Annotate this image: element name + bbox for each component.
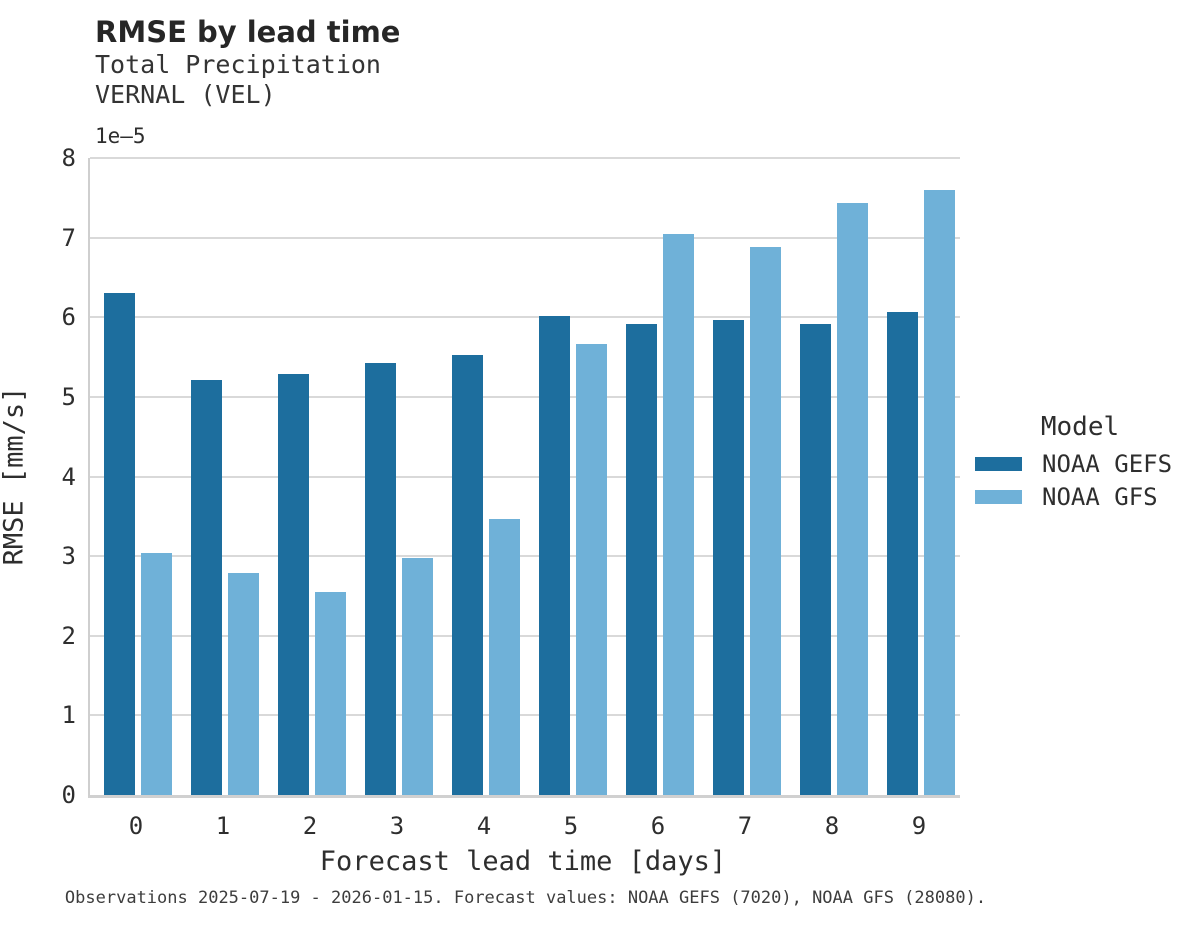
bar-noaa-gfs-day-8 bbox=[837, 202, 868, 795]
chart-subtitle-variable: Total Precipitation bbox=[95, 50, 381, 79]
y-tick-label-3: 3 bbox=[61, 542, 76, 571]
bar-noaa-gefs-day-4 bbox=[452, 355, 483, 795]
footer-note: Observations 2025-07-19 - 2026-01-15. Fo… bbox=[64, 888, 987, 908]
legend-item-noaa-gefs: NOAA GEFS bbox=[975, 452, 1185, 476]
bar-noaa-gefs-day-5 bbox=[539, 315, 570, 795]
bar-noaa-gfs-day-2 bbox=[315, 591, 346, 795]
gridline-y-2 bbox=[90, 634, 960, 637]
legend-swatch-noaa-gfs bbox=[975, 490, 1022, 504]
legend-label-noaa-gefs: NOAA GEFS bbox=[1042, 450, 1173, 478]
y-tick-label-2: 2 bbox=[61, 621, 76, 650]
bar-noaa-gefs-day-2 bbox=[278, 373, 309, 795]
y-tick-label-1: 1 bbox=[61, 701, 76, 730]
gridline-y-8 bbox=[90, 157, 960, 159]
bar-noaa-gefs-day-7 bbox=[713, 320, 744, 795]
y-axis-offset-label: 1e–5 bbox=[95, 124, 146, 148]
bar-noaa-gefs-day-1 bbox=[191, 380, 222, 795]
x-tick-label-9: 9 bbox=[911, 812, 927, 840]
bar-noaa-gfs-day-6 bbox=[663, 234, 694, 795]
legend-items: NOAA GEFS NOAA GFS bbox=[975, 452, 1185, 509]
legend: Model NOAA GEFS NOAA GFS bbox=[975, 412, 1185, 518]
bar-noaa-gefs-day-3 bbox=[365, 362, 396, 795]
gridline-y-1 bbox=[90, 714, 960, 717]
y-axis-label: RMSE [mm/s] bbox=[0, 386, 30, 566]
bar-noaa-gfs-day-7 bbox=[750, 247, 781, 795]
plot-area bbox=[88, 157, 960, 798]
bar-noaa-gfs-day-4 bbox=[489, 518, 520, 795]
bar-noaa-gfs-day-9 bbox=[924, 189, 955, 795]
x-axis-label: Forecast lead time [days] bbox=[319, 846, 727, 877]
y-tick-label-8: 8 bbox=[61, 144, 76, 172]
bar-noaa-gefs-day-8 bbox=[800, 324, 831, 795]
gridline-y-3 bbox=[90, 555, 960, 558]
bar-noaa-gfs-day-1 bbox=[228, 572, 259, 795]
y-tick-label-4: 4 bbox=[61, 462, 76, 491]
y-tick-label-6: 6 bbox=[61, 303, 76, 332]
x-tick-label-6: 6 bbox=[650, 812, 666, 840]
x-tick-label-5: 5 bbox=[563, 812, 579, 840]
x-tick-label-7: 7 bbox=[737, 812, 753, 840]
chart-subtitle-station: VERNAL (VEL) bbox=[95, 80, 276, 109]
bar-noaa-gfs-day-3 bbox=[402, 557, 433, 795]
x-tick-label-8: 8 bbox=[824, 812, 840, 840]
y-tick-label-5: 5 bbox=[61, 382, 76, 411]
bar-noaa-gefs-day-0 bbox=[104, 293, 135, 795]
gridline-y-4 bbox=[90, 475, 960, 478]
x-tick-label-1: 1 bbox=[215, 812, 231, 840]
x-tick-label-0: 0 bbox=[128, 812, 144, 840]
gridline-y-7 bbox=[90, 236, 960, 239]
gridline-y-6 bbox=[90, 316, 960, 319]
legend-title: Model bbox=[1040, 412, 1120, 442]
y-tick-label-7: 7 bbox=[61, 223, 76, 252]
x-tick-label-3: 3 bbox=[389, 812, 405, 840]
bar-noaa-gfs-day-5 bbox=[576, 343, 607, 795]
legend-label-noaa-gfs: NOAA GFS bbox=[1042, 483, 1158, 511]
bar-noaa-gefs-day-9 bbox=[887, 312, 918, 795]
legend-swatch-noaa-gefs bbox=[975, 457, 1022, 471]
gridline-y-5 bbox=[90, 395, 960, 398]
bar-noaa-gfs-day-0 bbox=[141, 552, 172, 795]
legend-item-noaa-gfs: NOAA GFS bbox=[975, 485, 1185, 509]
chart-title: RMSE by lead time bbox=[95, 15, 401, 49]
bar-noaa-gefs-day-6 bbox=[626, 324, 657, 795]
x-tick-label-2: 2 bbox=[302, 812, 318, 840]
y-tick-label-0: 0 bbox=[61, 781, 76, 809]
x-tick-label-4: 4 bbox=[476, 812, 492, 840]
